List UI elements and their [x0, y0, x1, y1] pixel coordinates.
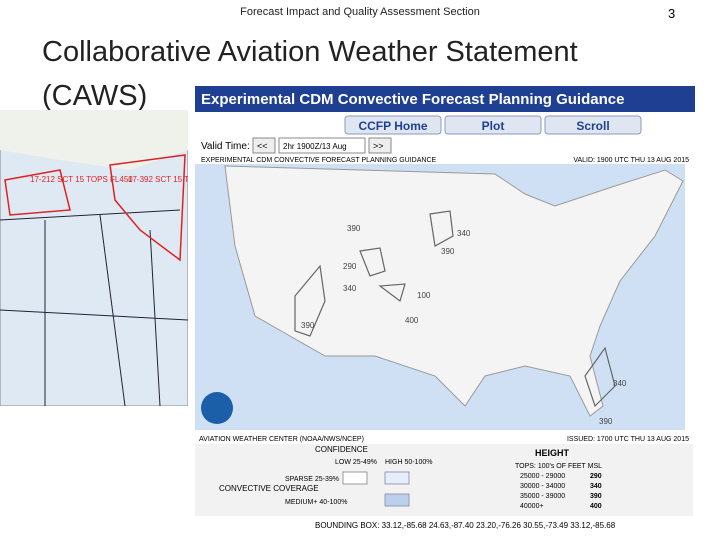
height-code: 290: [590, 473, 602, 480]
slide-title: Collaborative Aviation Weather Statement…: [42, 36, 578, 112]
region-label: 340: [343, 284, 357, 293]
nav-button-label: Scroll: [576, 119, 609, 133]
height-range: 35000 - 39000: [520, 493, 565, 500]
noaa-logo: [201, 392, 233, 424]
land: [0, 110, 188, 170]
time-select-label: 2hr 1900Z/13 Aug: [283, 142, 347, 151]
caws-label: 17-392 SCT 15 TOPS FL4: [128, 175, 188, 184]
height-range: 30000 - 34000: [520, 483, 565, 490]
issued: ISSUED: 1700 UTC THU 13 AUG 2015: [567, 436, 689, 443]
nav-button-label: CCFP Home: [358, 119, 427, 133]
bounding-box: BOUNDING BOX: 33.12,-85.68 24.63,-87.40 …: [315, 521, 616, 530]
legend-low: LOW 25-49%: [335, 459, 377, 466]
legend-confidence: CONFIDENCE: [315, 445, 368, 454]
nav-button-label: Plot: [482, 119, 505, 133]
region-label: 390: [347, 224, 361, 233]
swatch-high-sparse: [384, 471, 410, 485]
prev-button[interactable]: [252, 137, 276, 154]
region-label: 290: [343, 262, 357, 271]
nav-button[interactable]: [544, 115, 642, 135]
swatch-low-sparse: [342, 471, 368, 485]
height-range: 40000+: [520, 503, 544, 510]
next-label: >>: [373, 141, 384, 151]
issuer: AVIATION WEATHER CENTER (NOAA/NWS/NCEP): [199, 436, 364, 443]
forecast-polygons: [294, 210, 616, 408]
valid: VALID: 1900 UTC THU 13 AUG 2015: [573, 157, 689, 164]
section-header: Forecast Impact and Quality Assessment S…: [240, 6, 480, 18]
legend-high: HIGH 50-100%: [385, 459, 432, 466]
ccfp-panel: Experimental CDM Convective Forecast Pla…: [195, 86, 695, 530]
swatch-high-medium: [384, 493, 410, 507]
page-number: 3: [668, 6, 676, 21]
region-label: 390: [599, 417, 613, 426]
region-label: 390: [441, 247, 455, 256]
legend-tops: TOPS: 100's OF FEET MSL: [515, 463, 602, 470]
region-label: 390: [301, 321, 315, 330]
nav-button[interactable]: [444, 115, 542, 135]
height-code: 400: [590, 503, 602, 510]
region-label: 340: [457, 229, 471, 238]
region-label: 100: [417, 291, 431, 300]
time-select[interactable]: [278, 137, 366, 154]
caws-label: 17-212 SCT 15 TOPS FL450: [30, 175, 133, 184]
legend-bg: [195, 444, 693, 516]
left-map: 17-212 SCT 15 TOPS FL450 17-392 SCT 15 T…: [0, 110, 188, 406]
legend-height: HEIGHT: [535, 448, 570, 458]
valid-time-label: Valid Time:: [201, 141, 250, 152]
region-label: 340: [613, 379, 627, 388]
legend-coverage: CONVECTIVE COVERAGE: [219, 484, 319, 493]
nav-button[interactable]: [344, 115, 442, 135]
sector-lines: [0, 209, 188, 406]
banner: Experimental CDM Convective Forecast Pla…: [201, 91, 624, 108]
caws-areas: [4, 154, 186, 262]
legend-sparse: SPARSE 25-39%: [285, 476, 339, 483]
height-code: 340: [590, 483, 602, 490]
banner-bg: [195, 86, 695, 112]
height-range: 25000 - 29000: [520, 473, 565, 480]
us-land: [224, 165, 684, 417]
prev-label: <<: [257, 141, 268, 151]
legend-medium: MEDIUM+ 40-100%: [285, 499, 347, 506]
map-title: EXPERIMENTAL CDM CONVECTIVE FORECAST PLA…: [201, 157, 437, 164]
next-button[interactable]: [368, 137, 392, 154]
height-code: 390: [590, 493, 602, 500]
region-label: 400: [405, 316, 419, 325]
